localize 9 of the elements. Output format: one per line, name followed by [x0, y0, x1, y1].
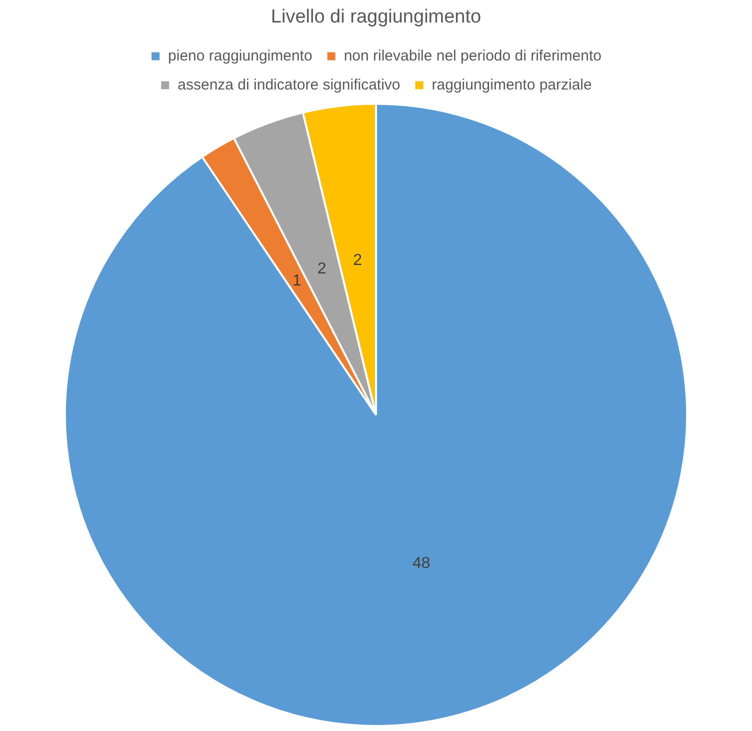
- chart-title: Livello di raggiungimento: [270, 6, 482, 28]
- legend-label: non rilevabile nel periodo di riferimento: [344, 47, 602, 64]
- legend-label: pieno raggiungimento: [168, 47, 312, 64]
- data-label: 2: [353, 252, 362, 269]
- data-label: 48: [412, 555, 430, 572]
- legend-label: assenza di indicatore significativo: [178, 76, 400, 94]
- data-label: 1: [292, 272, 302, 290]
- legend-label: raggiungimento parziale: [432, 76, 592, 94]
- data-label: 2: [317, 260, 326, 278]
